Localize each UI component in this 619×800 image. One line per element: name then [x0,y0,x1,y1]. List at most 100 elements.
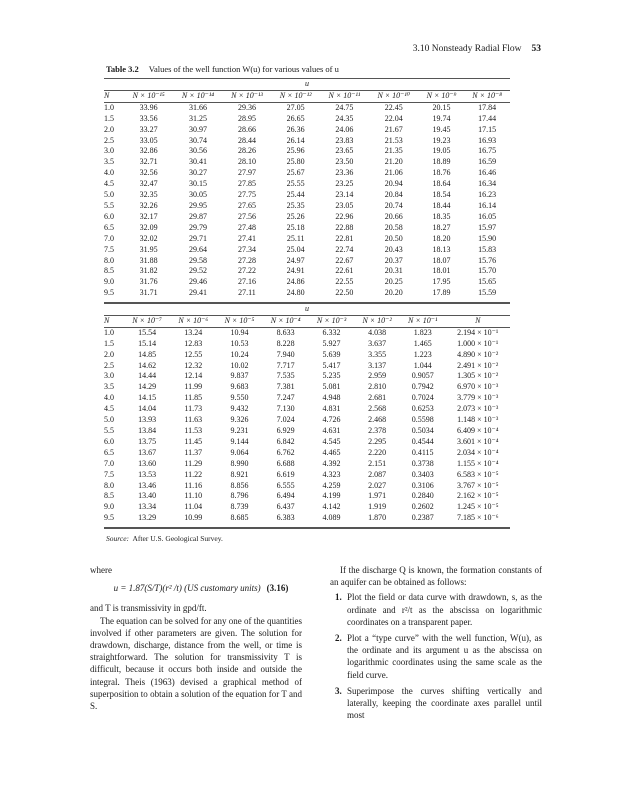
table-row: 4.5 14.04 11.73 9.432 7.130 4.831 2.568 0.6253 2… [104,404,510,415]
list-item: 2. Plot a “type curve” with the well func… [335,633,542,680]
table-cell: 15.59 [464,288,510,304]
table-cell: 10.99 [170,513,217,530]
table-cell: 29.52 [188,266,207,276]
section-title: 3.10 Nonsteady Radial Flow [412,44,522,54]
table-cell: 11.10 [184,491,203,501]
table-cell: 16.59 [478,157,497,167]
table-cell: 1.0 [104,102,114,112]
table-cell: 9.144 [230,436,249,446]
table-cell: 29.46 [188,277,207,287]
table-cell: 23.14 [335,190,354,200]
table-row: 2.5 33.05 30.74 28.44 26.14 23.83 21.53 19.23 16… [104,136,510,147]
table-row: 2.0 14.85 12.55 10.24 7.940 5.639 3.355 1.223 4.… [104,350,510,361]
table-cell: 20.84 [384,190,403,200]
table-row: 3.0 32.86 30.56 28.26 25.96 23.65 21.35 19.05 16… [104,146,510,157]
table-cell: 2.034 × 10⁻⁴ [456,447,499,457]
column-header: N × 10⁻⁷ [132,315,162,325]
table-cell: 21.67 [384,124,403,134]
table-cell: 30.15 [188,179,207,189]
table-cell: 4.948 [322,393,341,403]
table-cell: 5.417 [322,360,341,370]
source-label: Source: [106,534,130,543]
table-cell: 0.2387 [399,513,446,530]
table-cell: 20.58 [384,222,403,232]
table-row: 3.5 14.29 11.99 9.683 7.381 5.081 2.810 0.7942 6… [104,382,510,393]
table-cell: 13.75 [138,436,157,446]
table-cell: 31.71 [124,288,174,304]
table-cell: 16.34 [478,179,497,189]
equation-number: (3.16) [266,583,289,594]
column-header: N × 10⁻⁹ [426,90,457,100]
table-cell: 33.56 [139,113,158,123]
table-cell: 21.06 [384,168,403,178]
table-cell: 26.65 [286,113,305,123]
table-cell: 2.810 [368,382,387,392]
table-cell: 30.97 [188,124,207,134]
table-cell: 3.5 [104,157,114,167]
table-cell: 20.74 [384,200,403,210]
table-cell: 27.22 [237,266,256,276]
table-cell: 17.84 [478,102,497,112]
table-cell: 8.0 [104,255,114,265]
table-cell: 27.11 [222,288,272,304]
table-cell: 32.35 [139,190,158,200]
table-cell: 25.44 [286,190,305,200]
table-row: 2.5 14.62 12.32 10.02 7.717 5.417 3.137 1.044 2.… [104,361,510,372]
table-cell: 7.535 [276,371,295,381]
table-cell: 7.940 [276,349,295,359]
table-cell: 6.437 [276,502,295,512]
table-cell: 0.6253 [411,404,434,414]
running-head: 3.10 Nonsteady Radial Flow 53 [413,44,541,54]
table-cell: 4.545 [322,436,341,446]
table-cell: 20.66 [384,211,403,221]
table-cell: 1.245 × 10⁻⁵ [456,502,499,512]
table-cell: 25.18 [286,222,305,232]
table-cell: 1.000 × 10⁻¹ [457,338,499,348]
table-cell: 4.0 [104,393,114,403]
table-row: 8.0 31.88 29.58 27.28 24.97 22.67 20.37 18.07 15… [104,256,510,267]
table-cell: 18.44 [432,200,451,210]
table-cell: 7.130 [276,404,295,414]
table-cell: 27.48 [237,222,256,232]
table-cell: 32.56 [139,168,158,178]
table-cell: 8.990 [230,458,249,468]
table-cell: 13.84 [138,425,157,435]
table-cell: 2.378 [368,425,387,435]
table-cell: 9.326 [230,415,249,425]
table-cell: 6.409 × 10⁻⁴ [456,425,499,435]
table-cell: 5.5 [104,200,114,210]
table-cell: 7.717 [276,360,295,370]
table-cell: 6.332 [322,327,341,337]
table-cell: 25.67 [286,168,305,178]
table-cell: 14.29 [138,382,157,392]
table-row: 2.0 33.27 30.97 28.66 26.36 24.06 21.67 19.45 17… [104,125,510,136]
table-cell: 20.43 [384,244,403,254]
table-cell: 12.55 [184,349,203,359]
table-cell: 4.831 [322,404,341,414]
steps-list: 1. Plot the field or data curve with draw… [330,591,542,721]
table-cell: 25.35 [286,200,305,210]
table-cell: 3.5 [104,382,114,392]
table-cell: 23.50 [335,157,354,167]
table-cell: 7.5 [104,469,114,479]
table-cell: 23.65 [335,146,354,156]
table-cell: 6.929 [276,425,295,435]
table-cell: 31.25 [188,113,207,123]
table-cell: 4.089 [308,513,355,530]
header-row: N N × 10⁻¹⁵ N × 10⁻¹⁴ N × 10⁻¹³ N × 10⁻¹² N ×… [104,90,510,103]
table-cell: 4.5 [104,179,114,189]
table-cell: 27.34 [237,244,256,254]
table-cell: 27.85 [237,179,256,189]
table-cell: 29.79 [188,222,207,232]
table-cell: 8.633 [276,327,295,337]
table-cell: 22.55 [335,277,354,287]
table-cell: 29.64 [188,244,207,254]
table-cell: 2.491 × 10⁻² [457,360,499,370]
table-cell: 0.3738 [411,458,434,468]
table-cell: 6.619 [276,469,295,479]
equation-3-16: u = 1.87(S/T)(r² /t) (US customary units… [100,582,302,594]
table-cell: 6.842 [276,436,295,446]
table-cell: 3.601 × 10⁻⁴ [456,436,499,446]
table-cell: 0.5598 [411,415,434,425]
